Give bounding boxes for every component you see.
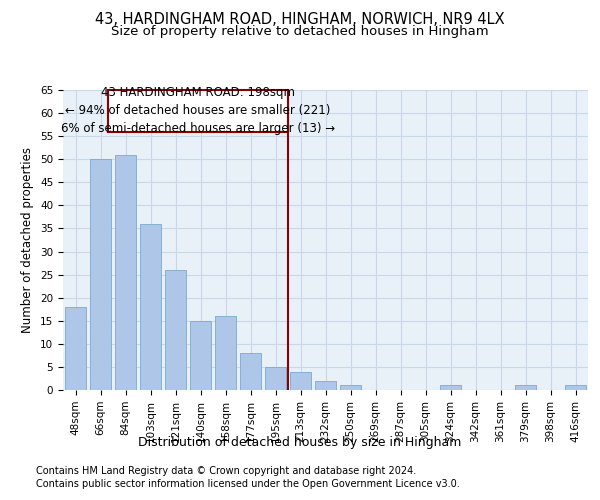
Text: Distribution of detached houses by size in Hingham: Distribution of detached houses by size … [139, 436, 461, 449]
Text: Size of property relative to detached houses in Hingham: Size of property relative to detached ho… [111, 25, 489, 38]
Bar [90, 159, 111, 390]
Bar [265, 367, 286, 390]
Bar [215, 316, 236, 390]
Bar [65, 307, 86, 390]
Bar [115, 154, 136, 390]
Bar [240, 353, 261, 390]
Bar [165, 270, 186, 390]
Bar [140, 224, 161, 390]
FancyBboxPatch shape [108, 90, 288, 132]
Bar [190, 321, 211, 390]
Text: Contains public sector information licensed under the Open Government Licence v3: Contains public sector information licen… [36, 479, 460, 489]
Bar [565, 386, 586, 390]
Bar [315, 381, 336, 390]
Text: 43 HARDINGHAM ROAD: 198sqm
← 94% of detached houses are smaller (221)
6% of semi: 43 HARDINGHAM ROAD: 198sqm ← 94% of deta… [61, 86, 335, 136]
Y-axis label: Number of detached properties: Number of detached properties [22, 147, 34, 333]
Bar [440, 386, 461, 390]
Text: 43, HARDINGHAM ROAD, HINGHAM, NORWICH, NR9 4LX: 43, HARDINGHAM ROAD, HINGHAM, NORWICH, N… [95, 12, 505, 28]
Text: Contains HM Land Registry data © Crown copyright and database right 2024.: Contains HM Land Registry data © Crown c… [36, 466, 416, 476]
Bar [340, 386, 361, 390]
Bar [290, 372, 311, 390]
Bar [515, 386, 536, 390]
